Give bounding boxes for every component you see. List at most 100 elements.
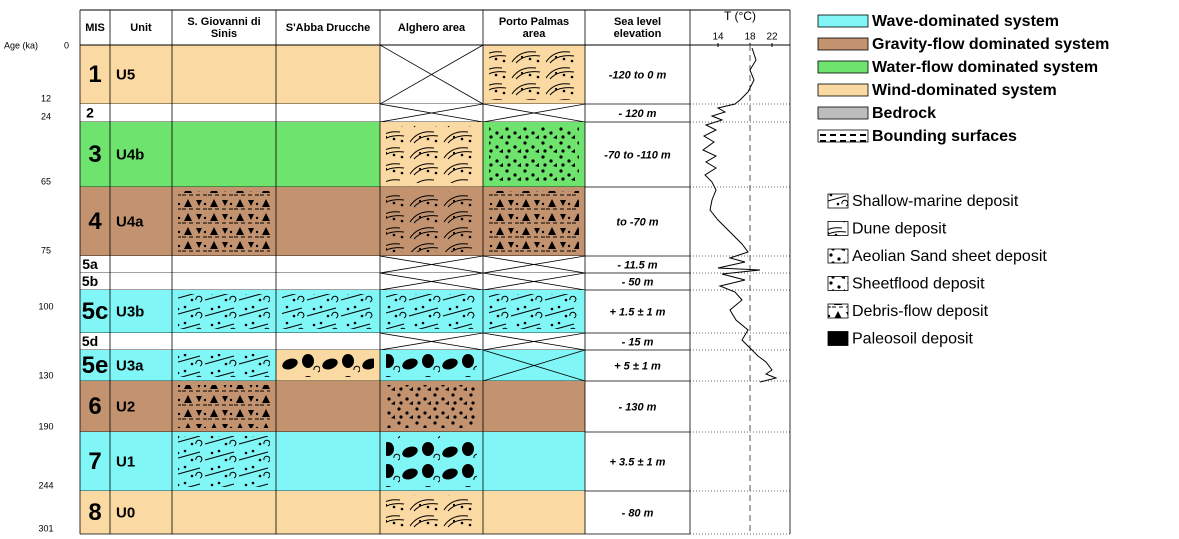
sea-level: + 3.5 ± 1 m (610, 456, 666, 468)
deposit-pattern (386, 495, 477, 530)
age: 75 (41, 245, 51, 255)
legend-label: Water-flow dominated system (872, 59, 1098, 76)
cell (483, 381, 585, 432)
legend-deposit: Sheetflood deposit (852, 276, 985, 293)
column-header: Alghero area (384, 10, 479, 46)
legend-swatch (818, 107, 868, 119)
cell (483, 432, 585, 491)
legend-label: Wave-dominated system (872, 13, 1059, 30)
unit: U5 (116, 66, 135, 83)
deposit-pattern (178, 385, 270, 428)
deposit-pattern (178, 191, 270, 252)
mis: 6 (88, 393, 101, 420)
cell (276, 432, 380, 491)
age: 65 (41, 176, 51, 186)
deposit-pattern (386, 354, 477, 377)
unit: U0 (116, 504, 135, 521)
mis: 3 (88, 141, 101, 168)
cell (276, 333, 380, 350)
column-header: MIS (84, 10, 106, 46)
mis: 8 (88, 499, 101, 526)
cell (276, 491, 380, 534)
age: 0 (64, 40, 69, 50)
sea-level: to -70 m (616, 216, 658, 228)
legend-icon (828, 332, 848, 346)
mis: 2 (86, 105, 94, 121)
column-header: Sea level elevation (589, 10, 686, 46)
legend-deposit: Dune deposit (852, 221, 947, 238)
column-header: T (°C) (694, 10, 786, 46)
sea-level: - 50 m (622, 276, 654, 288)
legend-icon (828, 249, 848, 263)
sea-level: -120 to 0 m (609, 69, 667, 81)
deposit-pattern (178, 436, 270, 487)
legend-icon (828, 304, 848, 318)
mis: 4 (88, 208, 102, 235)
deposit-pattern (489, 294, 579, 329)
mis: 5d (82, 333, 98, 349)
age: 24 (41, 111, 51, 121)
legend-icon (828, 194, 848, 208)
age: 190 (38, 421, 53, 431)
age: 130 (38, 370, 53, 380)
unit: U4b (116, 146, 144, 163)
legend-label: Gravity-flow dominated system (872, 36, 1109, 53)
column-header: Porto Palmas area (487, 10, 581, 46)
cell (276, 256, 380, 273)
legend-swatch (818, 38, 868, 50)
cell (276, 187, 380, 256)
deposit-pattern (386, 191, 477, 252)
diagram: 1U5-120 to 0 m2- 120 m3U4b-70 to -110 m4… (0, 0, 1179, 539)
cell (172, 273, 276, 290)
sea-level: - 80 m (622, 507, 654, 519)
cell (172, 45, 276, 104)
cell (276, 45, 380, 104)
deposit-pattern (489, 49, 579, 100)
mis: 1 (88, 61, 101, 88)
cell (172, 333, 276, 350)
column-header: S'Abba Drucche (280, 10, 376, 46)
legend-deposit: Debris-flow deposit (852, 303, 989, 320)
deposit-pattern (489, 126, 579, 183)
deposit-pattern (178, 294, 270, 329)
deposit-pattern (282, 354, 374, 377)
sea-level: - 15 m (622, 336, 654, 348)
deposit-pattern (386, 436, 477, 487)
column-header: S. Giovanni di Sinis (176, 10, 272, 46)
cell (276, 381, 380, 432)
sea-level: + 5 ± 1 m (614, 360, 661, 372)
mis: 5e (82, 352, 109, 379)
deposit-pattern (386, 126, 477, 183)
legend-swatch (818, 84, 868, 96)
legend-label: Bounding surfaces (872, 128, 1017, 145)
deposit-pattern (386, 385, 477, 428)
mis: 7 (88, 448, 101, 475)
age: 12 (41, 93, 51, 103)
legend-swatch (818, 130, 868, 142)
sea-level: + 1.5 ± 1 m (610, 306, 666, 318)
sea-level: - 11.5 m (617, 259, 657, 271)
cell (483, 491, 585, 534)
legend-label: Wind-dominated system (872, 82, 1057, 99)
unit: U1 (116, 453, 135, 470)
mis: 5c (82, 298, 109, 325)
cell (172, 491, 276, 534)
cell (276, 273, 380, 290)
age: 100 (38, 301, 53, 311)
unit: U4a (116, 213, 144, 230)
sea-level: -70 to -110 m (604, 149, 671, 161)
figure: 1U5-120 to 0 m2- 120 m3U4b-70 to -110 m4… (0, 0, 1179, 539)
legend-deposit: Paleosoil deposit (852, 331, 974, 348)
mis: 5b (82, 273, 98, 289)
legend-swatch (818, 61, 868, 73)
legend-swatch (818, 15, 868, 27)
cell (276, 104, 380, 122)
unit: U2 (116, 398, 135, 415)
cell (172, 122, 276, 187)
age-label: Age (ka) (4, 40, 38, 50)
unit: U3b (116, 303, 144, 320)
sea-level: - 130 m (619, 401, 657, 413)
deposit-pattern (386, 294, 477, 329)
legend-icon (828, 222, 848, 236)
legend-deposit: Aeolian Sand sheet deposit (852, 248, 1047, 265)
